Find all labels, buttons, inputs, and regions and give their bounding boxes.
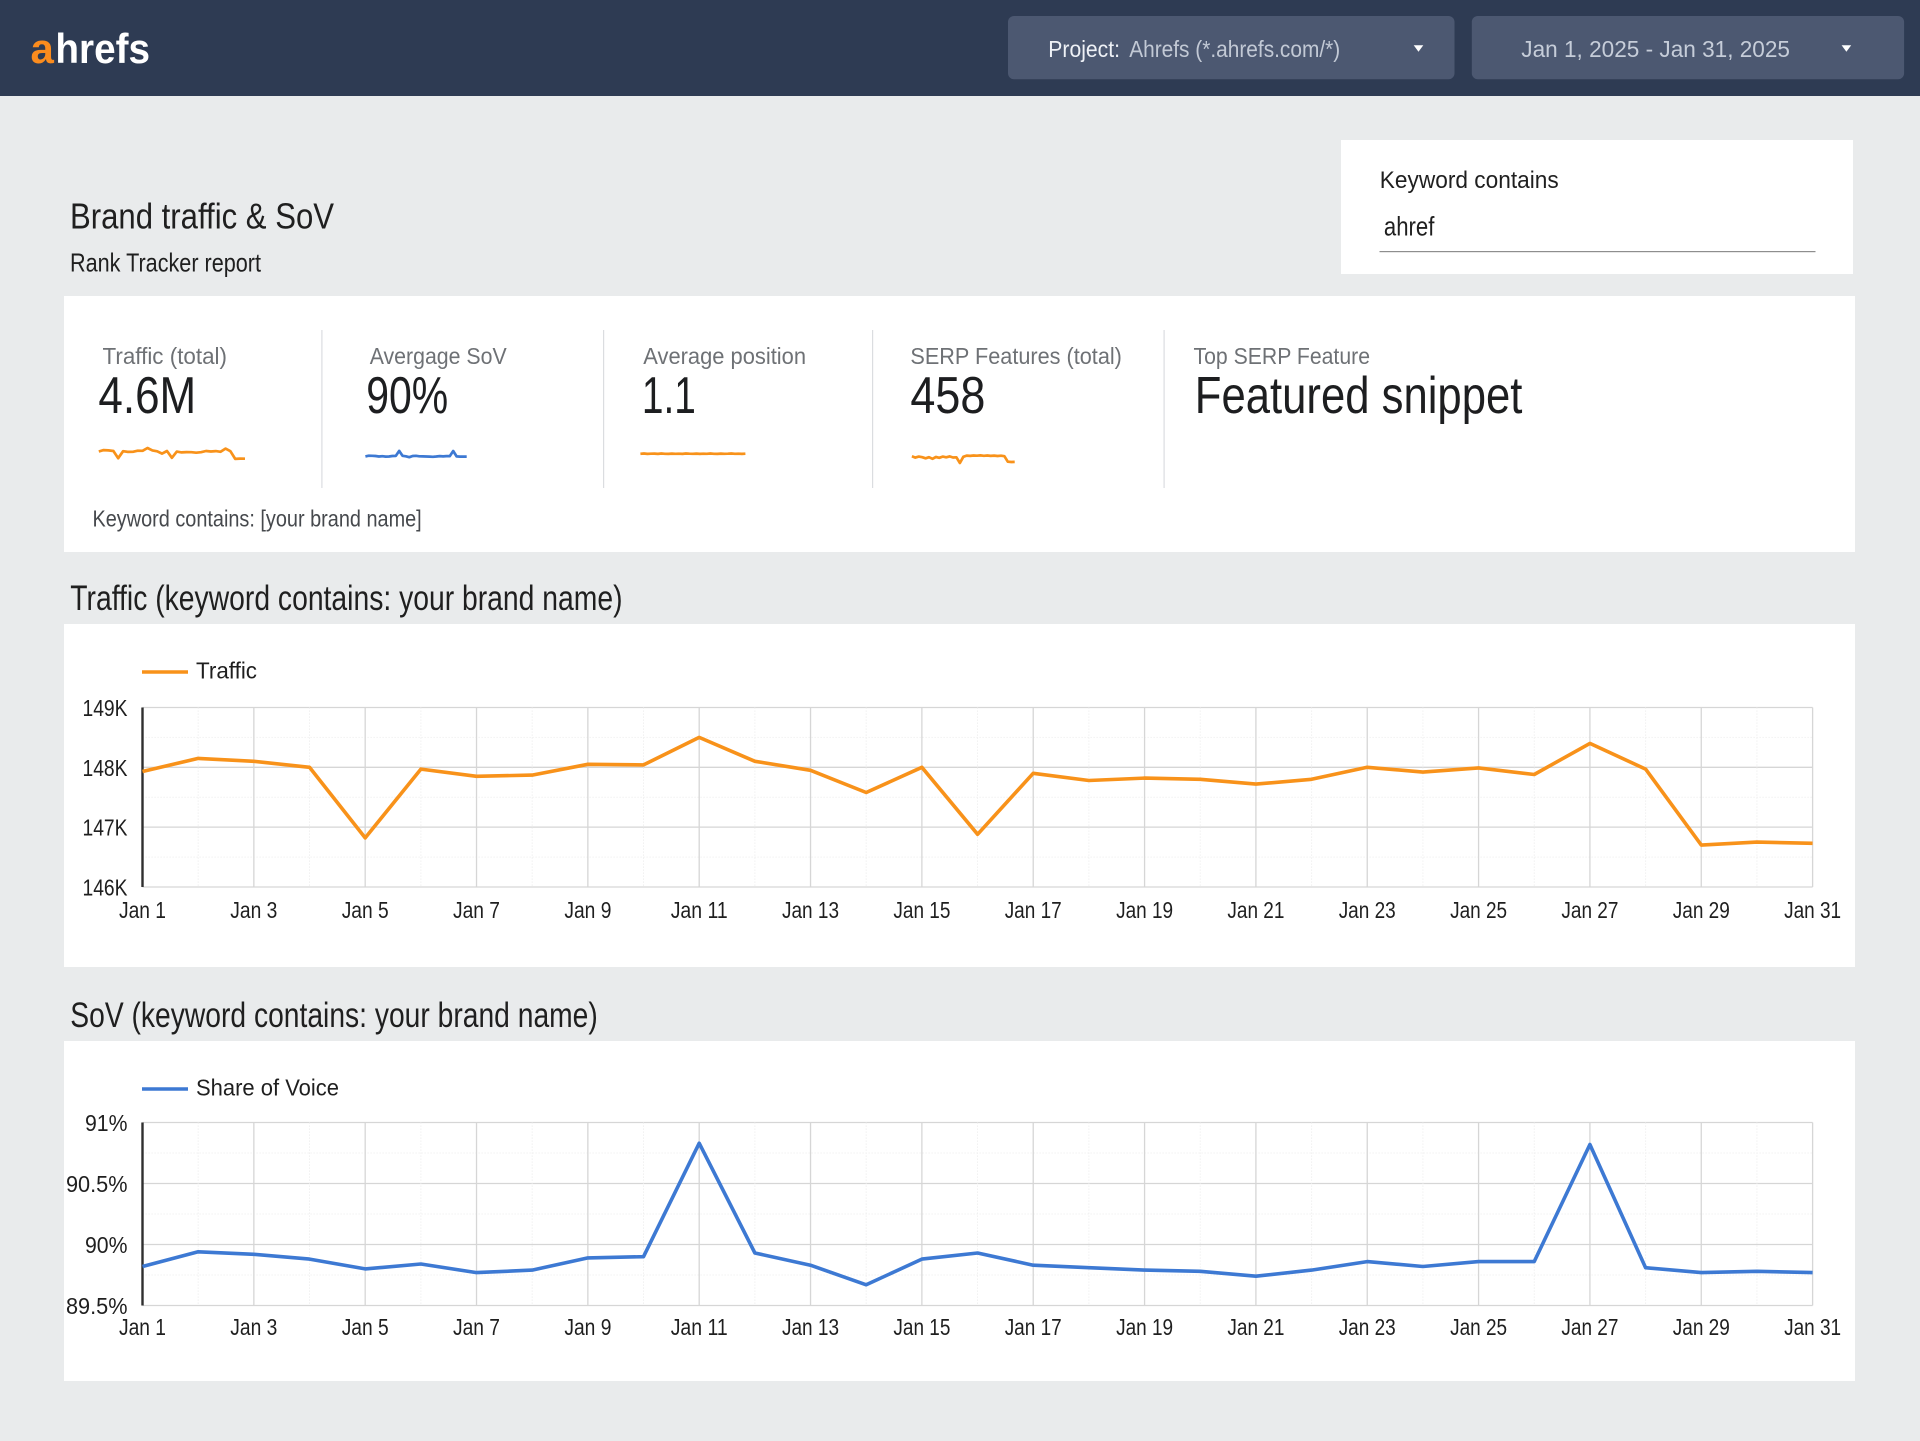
svg-text:90.5%: 90.5% (66, 1171, 128, 1197)
svg-text:Jan 27: Jan 27 (1561, 1314, 1618, 1340)
svg-text:Traffic (total): Traffic (total) (103, 343, 228, 369)
svg-text:Jan 11: Jan 11 (671, 897, 728, 923)
svg-text:SERP Features (total): SERP Features (total) (910, 343, 1122, 369)
svg-text:Share of Voice: Share of Voice (196, 1075, 339, 1101)
svg-text:Brand traffic & SoV: Brand traffic & SoV (70, 197, 334, 237)
svg-text:148K: 148K (83, 755, 128, 781)
svg-text:Jan 29: Jan 29 (1673, 1314, 1730, 1340)
svg-text:a: a (31, 25, 55, 72)
svg-text:Jan 9: Jan 9 (564, 897, 611, 923)
svg-text:4.6M: 4.6M (98, 366, 196, 424)
svg-text:Jan 15: Jan 15 (893, 1314, 950, 1340)
svg-text:Top SERP Feature: Top SERP Feature (1194, 343, 1371, 369)
svg-text:1.1: 1.1 (642, 366, 696, 424)
svg-text:458: 458 (910, 366, 985, 424)
svg-text:89.5%: 89.5% (66, 1293, 128, 1319)
svg-text:Featured snippet: Featured snippet (1195, 366, 1523, 424)
svg-text:Keyword contains: [your brand: Keyword contains: [your brand name] (93, 506, 422, 532)
svg-text:Jan 19: Jan 19 (1116, 897, 1173, 923)
svg-text:Jan 29: Jan 29 (1673, 897, 1730, 923)
svg-text:Traffic (keyword contains: you: Traffic (keyword contains: your brand na… (70, 578, 622, 618)
svg-text:Jan 7: Jan 7 (453, 1314, 500, 1340)
svg-text:Avergage SoV: Avergage SoV (370, 343, 507, 369)
svg-text:Jan 1, 2025 - Jan 31, 2025: Jan 1, 2025 - Jan 31, 2025 (1521, 36, 1790, 62)
svg-text:Jan 3: Jan 3 (230, 897, 277, 923)
svg-text:Jan 17: Jan 17 (1005, 897, 1062, 923)
svg-text:Project:: Project: (1048, 36, 1120, 62)
svg-text:Jan 15: Jan 15 (893, 897, 950, 923)
svg-text:Jan 13: Jan 13 (782, 897, 839, 923)
svg-text:Jan 25: Jan 25 (1450, 1314, 1507, 1340)
svg-text:Jan 31: Jan 31 (1784, 897, 1841, 923)
svg-text:Jan 21: Jan 21 (1227, 1314, 1284, 1340)
svg-text:147K: 147K (83, 815, 128, 841)
svg-text:146K: 146K (83, 874, 128, 900)
svg-text:Jan 17: Jan 17 (1005, 1314, 1062, 1340)
svg-text:SoV (keyword contains: your br: SoV (keyword contains: your brand name) (70, 995, 598, 1035)
svg-text:Jan 3: Jan 3 (230, 1314, 277, 1340)
svg-text:Jan 31: Jan 31 (1784, 1314, 1841, 1340)
svg-text:Jan 11: Jan 11 (671, 1314, 728, 1340)
svg-text:Jan 25: Jan 25 (1450, 897, 1507, 923)
svg-text:91%: 91% (85, 1110, 128, 1136)
svg-text:ahref: ahref (1384, 212, 1435, 242)
svg-text:Jan 1: Jan 1 (119, 1314, 166, 1340)
svg-text:Jan 5: Jan 5 (342, 897, 389, 923)
svg-text:90%: 90% (85, 1232, 128, 1258)
svg-text:Jan 13: Jan 13 (782, 1314, 839, 1340)
svg-text:Jan 23: Jan 23 (1339, 1314, 1396, 1340)
svg-text:Jan 7: Jan 7 (453, 897, 500, 923)
svg-text:Jan 23: Jan 23 (1339, 897, 1396, 923)
svg-text:Jan 9: Jan 9 (564, 1314, 611, 1340)
svg-text:Jan 19: Jan 19 (1116, 1314, 1173, 1340)
svg-text:149K: 149K (83, 695, 128, 721)
svg-text:Average position: Average position (643, 343, 806, 369)
svg-text:Traffic: Traffic (196, 658, 257, 684)
svg-text:hrefs: hrefs (55, 25, 150, 72)
svg-text:Jan 1: Jan 1 (119, 897, 166, 923)
svg-text:Jan 27: Jan 27 (1561, 897, 1618, 923)
svg-text:Rank Tracker report: Rank Tracker report (70, 247, 262, 277)
svg-text:Ahrefs (*.ahrefs.com/*): Ahrefs (*.ahrefs.com/*) (1129, 36, 1340, 62)
svg-text:Keyword contains: Keyword contains (1380, 167, 1559, 194)
svg-text:Jan 5: Jan 5 (342, 1314, 389, 1340)
svg-text:90%: 90% (366, 366, 448, 424)
svg-text:Jan 21: Jan 21 (1227, 897, 1284, 923)
